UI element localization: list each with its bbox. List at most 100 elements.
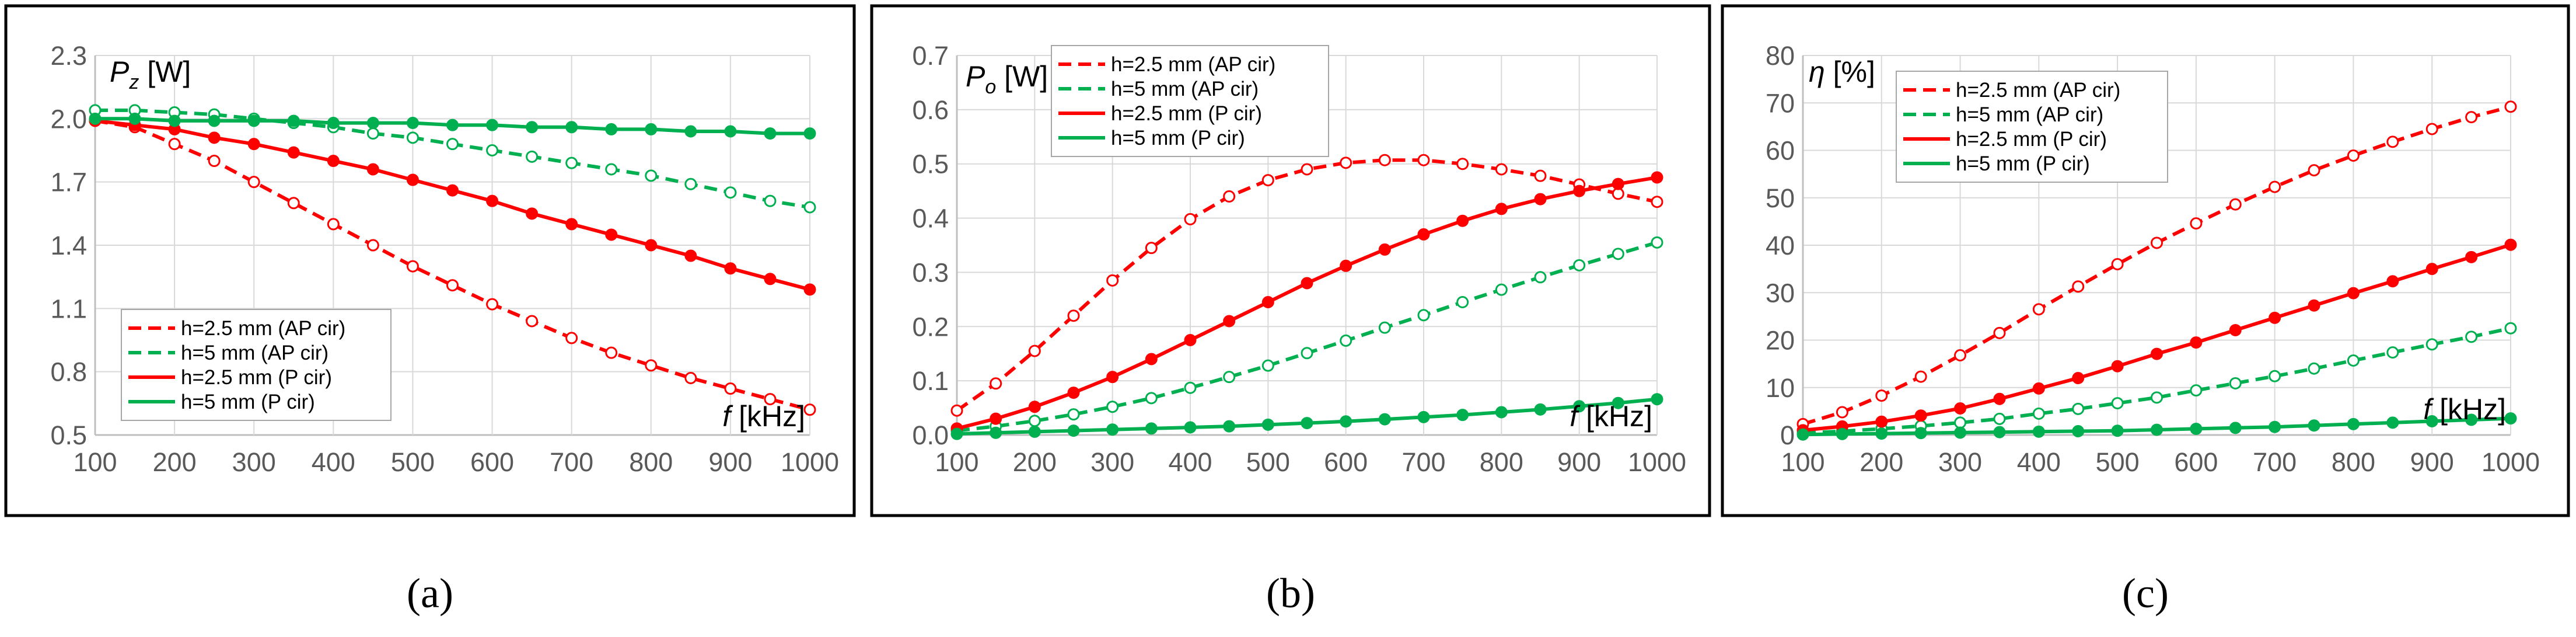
chart-b-series-4-point xyxy=(1573,400,1586,413)
chart-b-series-4-point xyxy=(1534,403,1547,416)
chart-c-series-4-point xyxy=(2308,419,2320,432)
chart-c-x-tick-label: 200 xyxy=(1860,447,1903,477)
chart-a-series-4-point xyxy=(764,127,777,140)
chart-a-legend-label-2: h=5 mm (AP cir) xyxy=(181,342,328,364)
chart-c-series-1-point xyxy=(1875,389,1888,402)
chart-c-series-4-point xyxy=(2465,413,2478,426)
chart-a-series-1-point xyxy=(446,279,459,292)
chart-c-series-3-point xyxy=(2425,263,2438,276)
chart-b-series-4-point xyxy=(990,426,1002,439)
chart-b-series-2-point xyxy=(1495,283,1508,296)
chart-b-x-tick-label: 400 xyxy=(1168,447,1212,477)
chart-b-x-tick-label: 800 xyxy=(1480,447,1523,477)
chart-a-x-tick-label: 200 xyxy=(153,447,197,477)
chart-b-y-tick-label: 0.7 xyxy=(912,41,949,71)
chart-c-x-tick-label: 600 xyxy=(2174,447,2218,477)
chart-c-series-4-point xyxy=(1914,427,1927,440)
chart-b-series-2-point xyxy=(1417,309,1430,322)
chart-b-series-2-point xyxy=(1067,408,1080,421)
chart-c-series-4-point xyxy=(1993,426,2006,438)
chart-b-series-1-point xyxy=(1106,274,1119,287)
chart-a-series-4-point xyxy=(128,112,141,125)
chart-a-x-tick-label: 1000 xyxy=(781,447,839,477)
chart-a-series-4-point xyxy=(605,123,618,135)
chart-b-series-4-point xyxy=(1378,413,1391,426)
chart-a-y-tick-label: 1.1 xyxy=(50,294,87,323)
chart-c-series-3-point xyxy=(2465,250,2478,263)
chart-a-series-3-point xyxy=(366,163,379,176)
chart-a-series-1-point xyxy=(526,315,539,328)
chart-b-series-1-point xyxy=(1456,158,1469,170)
chart-b-series-1-point xyxy=(1223,190,1236,203)
chart-a-series-4-point xyxy=(645,123,658,135)
chart-a-series-1-point xyxy=(366,239,379,252)
chart-a-series-4-point xyxy=(526,121,539,134)
chart-b-y-tick-label: 0.5 xyxy=(912,149,949,179)
chart-c-series-3-point xyxy=(2190,336,2203,349)
chart-a-series-1-point xyxy=(605,346,618,359)
chart-b-series-2-point xyxy=(1106,401,1119,413)
chart-c-series-1-point xyxy=(2229,198,2242,211)
chart-c-series-1-point xyxy=(2072,280,2085,293)
chart-b-series-3-point xyxy=(1378,243,1391,256)
chart-c-series-1-point xyxy=(2425,123,2438,135)
chart-c-y-tick-label: 50 xyxy=(1766,183,1795,213)
chart-c-series-2-point xyxy=(2229,377,2242,389)
chart-b-series-4-point xyxy=(1651,393,1663,406)
chart-b-series-4-point xyxy=(1456,409,1469,422)
chart-a-series-2-point xyxy=(605,163,618,176)
chart-c-series-4-point xyxy=(2151,423,2163,436)
chart-b-series-4-point xyxy=(1067,424,1080,437)
chart-panel-c: 0 10 20 30 40 50 60 70 80 100 200 300 400 500 600 700 80… xyxy=(1766,41,2540,477)
chart-c-y-tick-label: 80 xyxy=(1766,41,1795,71)
panel-a-frame xyxy=(4,4,856,517)
chart-c-series-3-point xyxy=(2347,287,2360,300)
chart-a-x-tick-label: 300 xyxy=(232,447,276,477)
chart-b-series-1-point xyxy=(1184,213,1197,225)
chart-b-series-1-point xyxy=(1028,344,1041,357)
chart-b-y-tick-label: 0.2 xyxy=(912,312,949,342)
chart-b-series-1-point xyxy=(1301,163,1313,176)
chart-a-series-4-point xyxy=(89,112,102,125)
chart-panel-a: 0.5 0.8 1.1 1.4 1.7 2.0 2.3 100 200 300 400 500 600 7… xyxy=(50,41,839,477)
chart-b-legend-label-2: h=5 mm (AP cir) xyxy=(1111,78,1259,100)
chart-b-series-2-point xyxy=(1184,381,1197,394)
chart-b-series-4-point xyxy=(1417,410,1430,423)
chart-a-x-tick-label: 900 xyxy=(708,447,752,477)
chart-a-series-4-point xyxy=(406,117,419,130)
chart-a-series-3-point xyxy=(605,228,618,241)
chart-b-x-tick-label: 200 xyxy=(1013,447,1057,477)
chart-a-series-4-point xyxy=(247,114,260,127)
chart-c-series-2-point xyxy=(2425,338,2438,351)
chart-a-x-tick-label: 100 xyxy=(73,447,117,477)
chart-b-y-tick-label: 0.3 xyxy=(912,257,949,287)
chart-a-series-1-point xyxy=(764,393,777,406)
chart-a-x-tick-label: 600 xyxy=(470,447,514,477)
chart-a-series-3-point xyxy=(684,249,697,262)
chart-c-x-tick-label: 900 xyxy=(2410,447,2454,477)
chart-c-series-1-point xyxy=(2465,111,2478,124)
chart-c-series-2-point xyxy=(2032,407,2045,420)
chart-b-y-tick-label: 0.6 xyxy=(912,95,949,125)
chart-a-series-2-point xyxy=(724,186,737,199)
chart-a-series-2-point xyxy=(446,138,459,151)
chart-b-x-tick-label: 100 xyxy=(935,447,978,477)
chart-a-series-4-point xyxy=(327,117,340,130)
chart-c-x-tick-label: 300 xyxy=(1938,447,1982,477)
chart-b-series-1-point xyxy=(1145,242,1158,255)
chart-c-series-1-point xyxy=(1914,370,1927,383)
chart-b-series-2-point xyxy=(1612,248,1624,260)
chart-a-series-3-point xyxy=(645,239,658,252)
chart-a-series-1-point xyxy=(287,197,300,210)
chart-a-series-2-point xyxy=(366,127,379,140)
chart-c-y-tick-label: 10 xyxy=(1766,373,1795,403)
chart-a-series-2-point xyxy=(526,150,539,163)
chart-a-y-tick-label: 0.8 xyxy=(50,357,87,387)
chart-a-series-2-point xyxy=(565,156,578,169)
chart-c-series-4-point xyxy=(2032,425,2045,438)
chart-b-series-1-point xyxy=(1651,196,1663,208)
chart-b-series-4-point xyxy=(1106,423,1119,436)
chart-b-series-2-point xyxy=(1456,296,1469,308)
chart-b-series-3-point xyxy=(1340,259,1352,272)
chart-a-series-4-point xyxy=(366,117,379,130)
